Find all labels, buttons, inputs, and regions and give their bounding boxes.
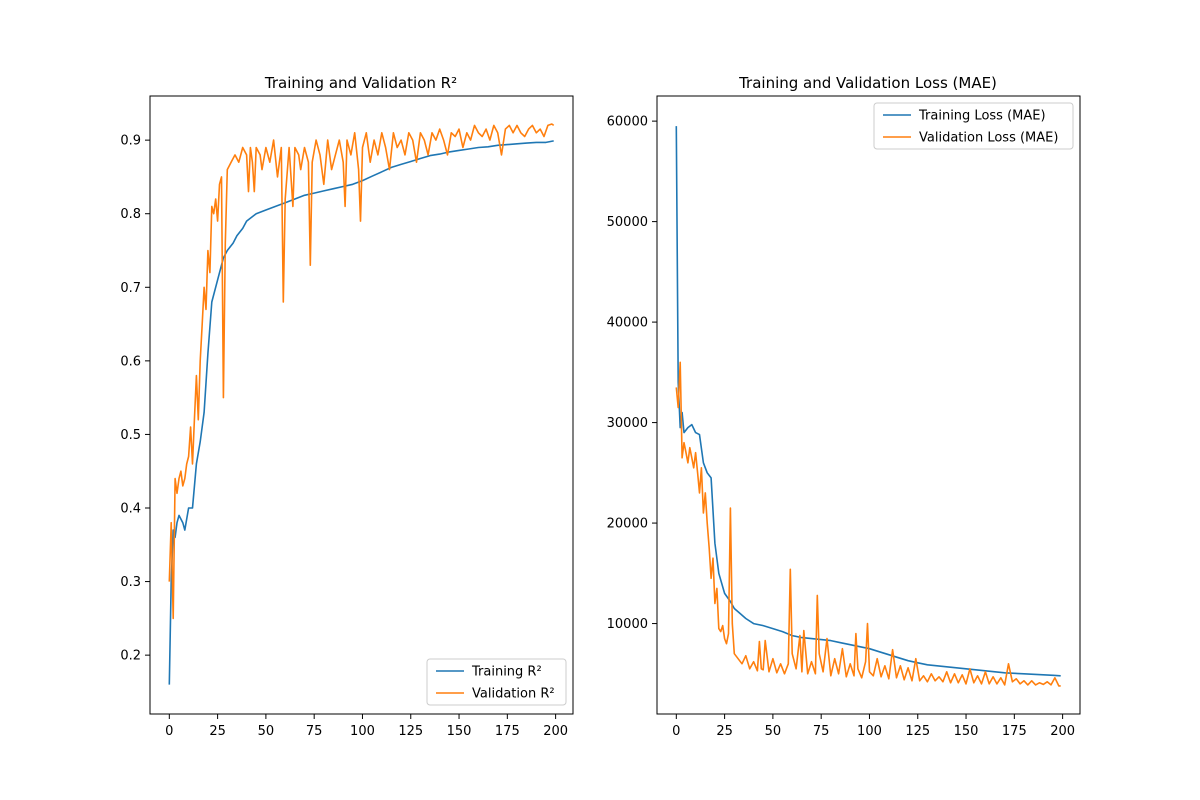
mae-plot-frame [656, 95, 1081, 715]
mae-x-tick-label: 125 [905, 724, 930, 739]
mae-x-tick-label: 175 [1002, 724, 1027, 739]
r2-y-tick-label: 0.3 [120, 575, 141, 590]
r2-x-tick-label: 0 [165, 724, 173, 739]
r2-y-tick-label: 0.7 [120, 281, 141, 296]
mae-y-tick-label: 50000 [607, 215, 648, 230]
mae-y-tick-label: 60000 [607, 115, 648, 130]
r2-y-tick-label: 0.9 [120, 134, 141, 149]
r2-chart-title: Training and Validation R² [264, 74, 457, 92]
r2-x-tick-label: 50 [258, 724, 275, 739]
r2-legend-label: Validation R² [472, 687, 555, 702]
mae-x-tick-label: 100 [857, 724, 882, 739]
mae-series-line-training [675, 126, 1061, 677]
r2-x-tick-label: 175 [495, 724, 520, 739]
mae-y-tick-label: 30000 [607, 416, 648, 431]
mae-legend-label: Training Loss (MAE) [918, 109, 1046, 124]
mae-x-tick-label: 50 [765, 724, 782, 739]
r2-y-tick-label: 0.6 [120, 354, 141, 369]
mae-x-tick-label: 0 [672, 724, 680, 739]
r2-x-tick-label: 75 [306, 724, 323, 739]
r2-series-line-validation [168, 123, 555, 620]
mae-legend-box [873, 102, 1074, 150]
mae-x-tick-label: 200 [1050, 724, 1075, 739]
mae-y-tick-label: 20000 [607, 517, 648, 532]
mae-loss-chart: Training and Validation Loss (MAE) 0 25 50… [607, 74, 1081, 739]
r2-x-tick-label: 100 [350, 724, 375, 739]
r2-x-tick-label: 150 [447, 724, 472, 739]
mae-chart-title: Training and Validation Loss (MAE) [738, 74, 997, 92]
r2-y-tick-label: 0.2 [120, 649, 141, 664]
mae-x-tick-label: 150 [954, 724, 979, 739]
r2-x-tick-label: 25 [209, 724, 226, 739]
r2-y-tick-label: 0.5 [120, 428, 141, 443]
r2-plot-frame [149, 95, 574, 715]
mae-series-line-validation [675, 361, 1061, 687]
r2-x-tick-label: 200 [543, 724, 568, 739]
r2-legend: Training R² Validation R² [426, 658, 567, 706]
mae-legend: Training Loss (MAE) Validation Loss (MAE) [873, 102, 1074, 150]
mae-x-tick-label: 25 [716, 724, 733, 739]
r2-chart: Training and Validation R² 0 25 50 75 100 125… [120, 74, 574, 739]
r2-legend-label: Training R² [471, 665, 542, 680]
r2-y-tick-label: 0.8 [120, 207, 141, 222]
mae-legend-label: Validation Loss (MAE) [919, 131, 1058, 146]
mae-y-tick-label: 10000 [607, 617, 648, 632]
mae-y-tick-label: 40000 [607, 316, 648, 331]
r2-y-tick-label: 0.4 [120, 502, 141, 517]
mae-x-tick-label: 75 [813, 724, 830, 739]
r2-x-tick-label: 125 [398, 724, 423, 739]
r2-series-line-training [168, 140, 554, 685]
